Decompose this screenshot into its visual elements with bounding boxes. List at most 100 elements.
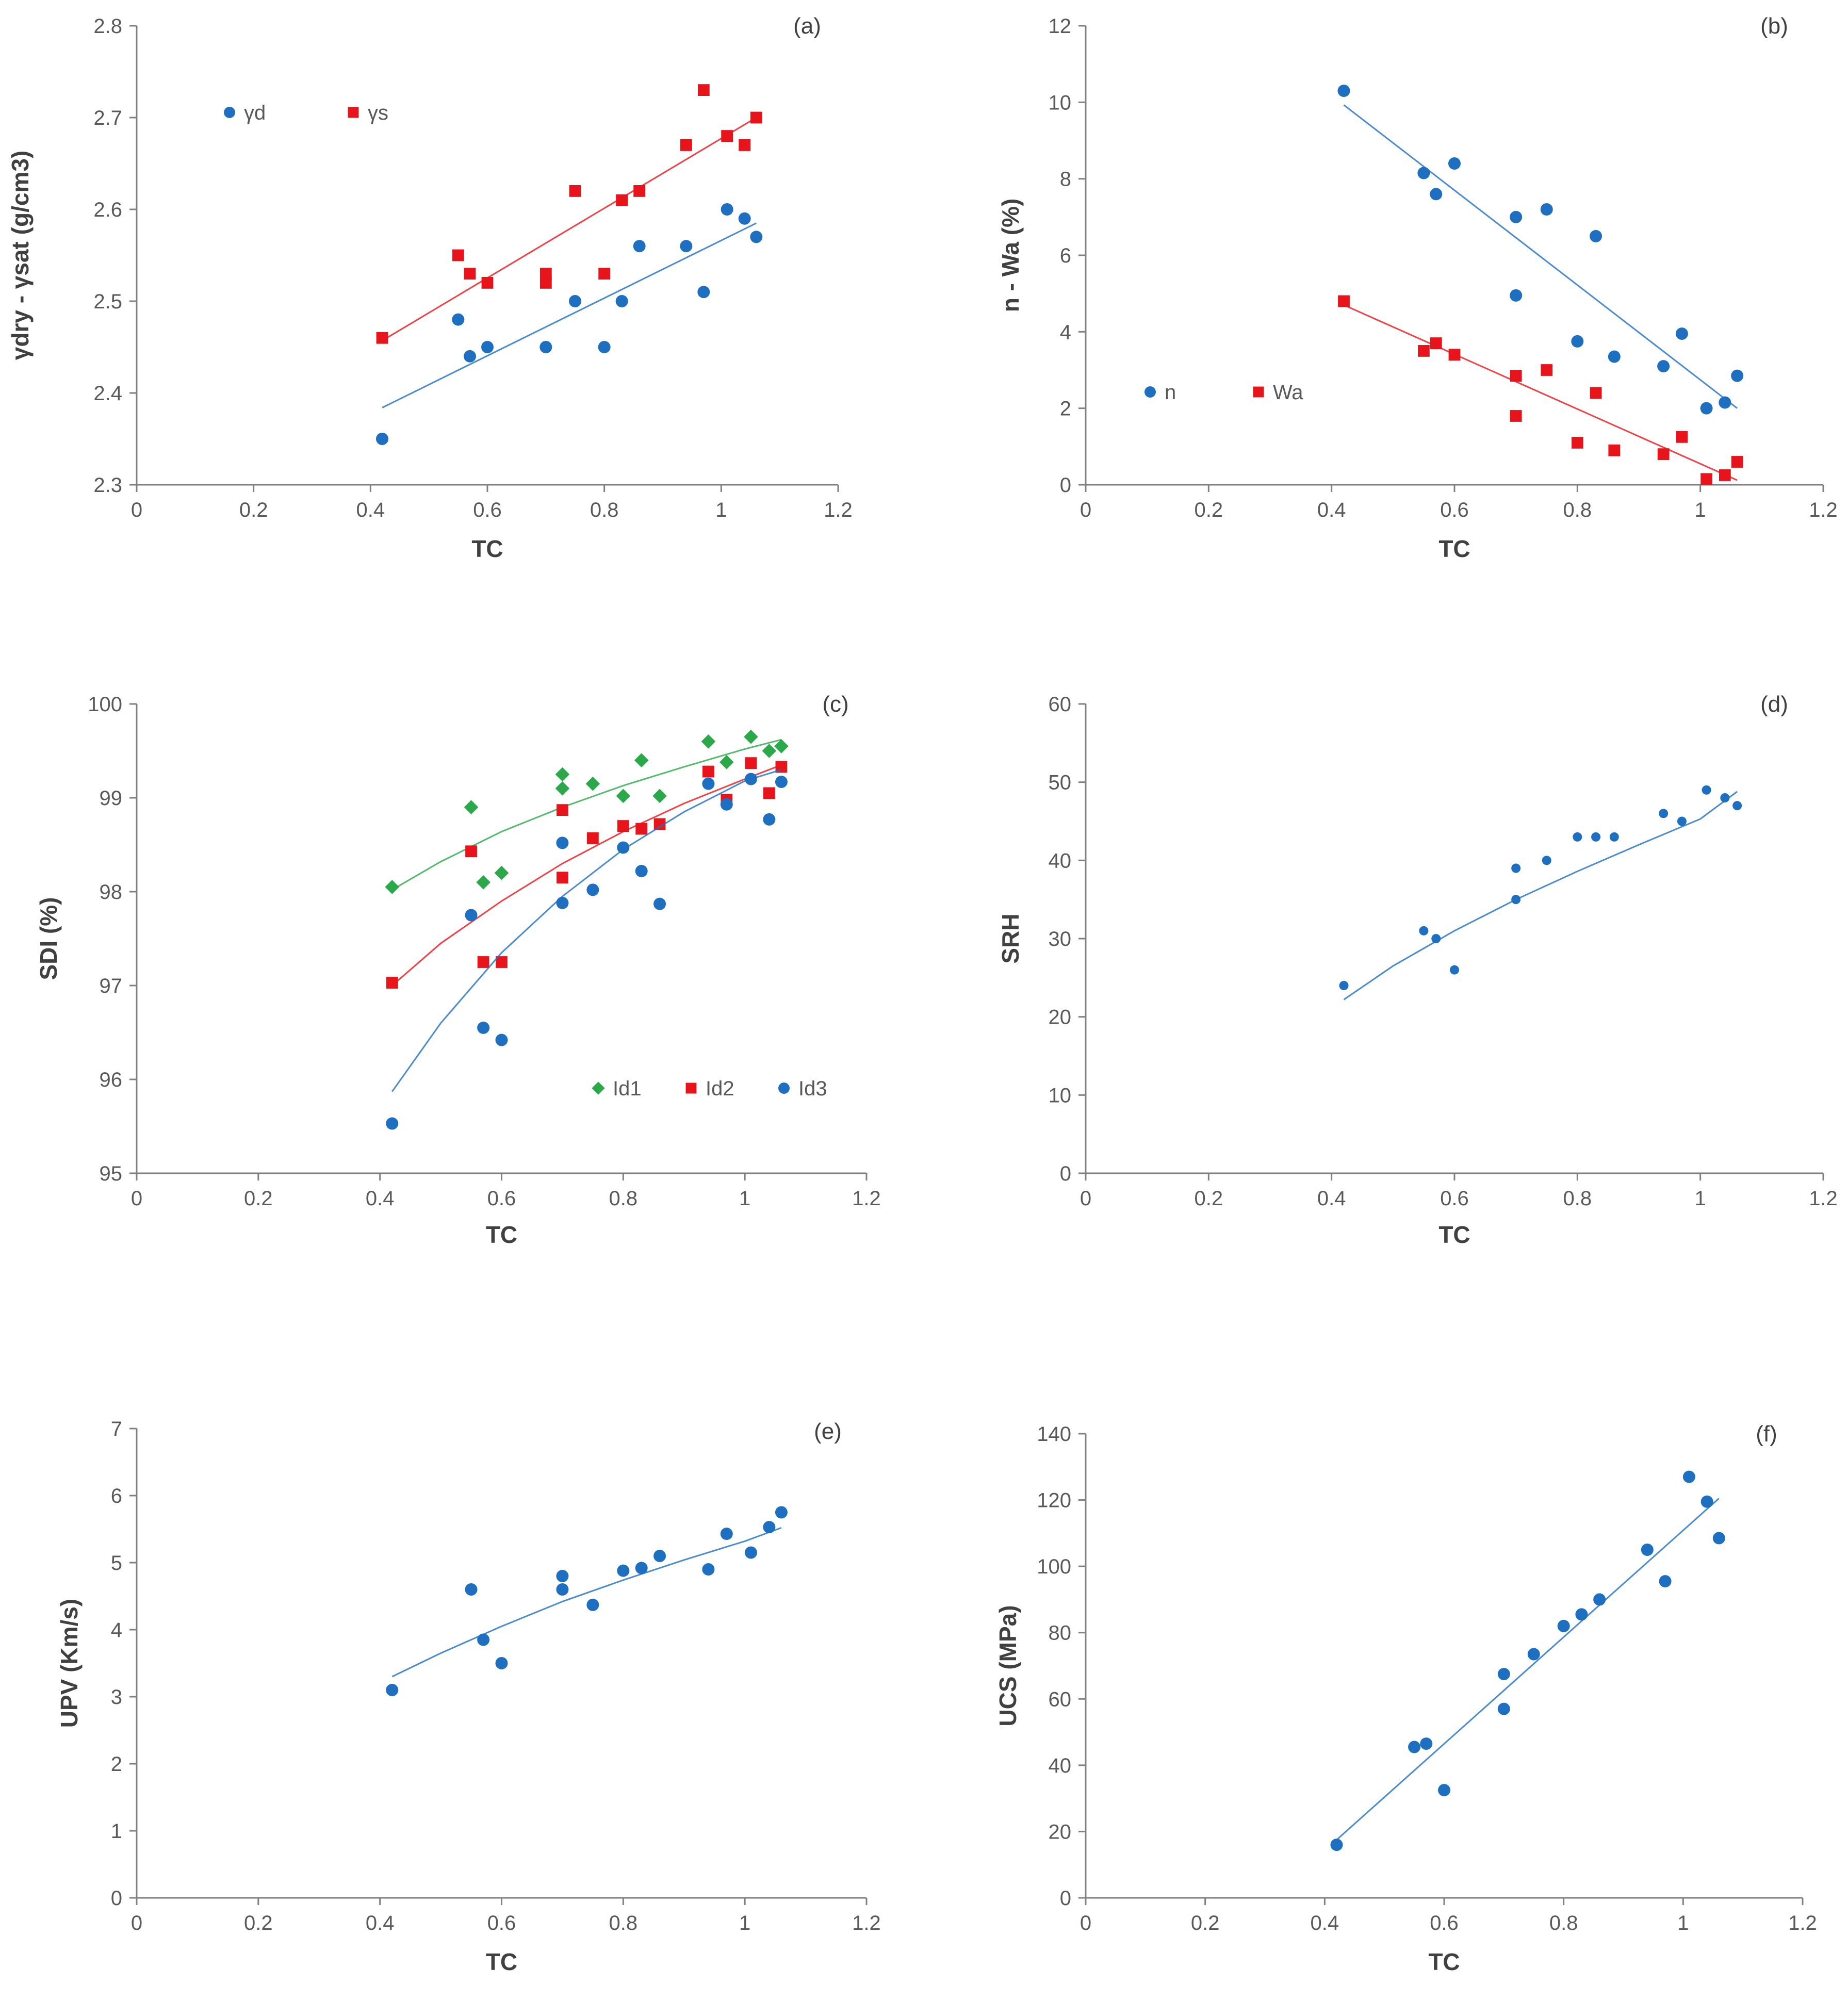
data-point (496, 956, 508, 968)
series-Wa (1338, 295, 1743, 485)
x-tick-label: 1.2 (1788, 1912, 1817, 1934)
panel-label: (f) (1756, 1421, 1777, 1447)
data-point (464, 268, 476, 280)
data-point (1700, 402, 1713, 415)
data-point (1720, 793, 1730, 802)
data-point (680, 240, 693, 253)
y-tick-label: 100 (1037, 1555, 1071, 1578)
series-SRH (1339, 785, 1742, 1001)
x-tick-label: 1.2 (824, 499, 853, 521)
data-point (556, 1570, 569, 1582)
data-point (464, 350, 476, 363)
y-tick-label: 2.3 (93, 474, 122, 497)
y-tick-label: 1 (111, 1820, 122, 1843)
x-tick-label: 0.4 (1311, 1912, 1339, 1934)
legend: Id1 Id2 Id3 (592, 1077, 827, 1100)
data-point (477, 956, 489, 968)
y-tick-label: 0 (1060, 1887, 1071, 1910)
legend-marker (1253, 386, 1264, 398)
data-point (1700, 1495, 1713, 1508)
x-tick-label: 0.2 (1195, 1187, 1223, 1210)
data-point (634, 753, 649, 767)
data-point (652, 789, 667, 803)
y-tick-label: 0 (111, 1887, 122, 1910)
data-point (775, 776, 788, 789)
trendline (391, 739, 782, 891)
y-axis-title: n - Wa (%) (997, 199, 1024, 313)
data-point (775, 1506, 788, 1519)
y-tick-label: 50 (1049, 772, 1072, 794)
data-point (1417, 167, 1430, 179)
data-point (721, 203, 733, 216)
data-point (1659, 1575, 1672, 1588)
y-tick-label: 140 (1037, 1423, 1071, 1446)
trendline (1343, 104, 1738, 409)
legend-label: Wa (1273, 381, 1303, 404)
x-tick-label: 0.4 (366, 1912, 395, 1934)
series-γd (376, 203, 763, 445)
data-point (617, 1564, 630, 1577)
data-point (569, 295, 581, 307)
data-point (720, 798, 733, 811)
x-tick-label: 0.2 (1195, 499, 1223, 521)
legend-label: Id2 (706, 1077, 734, 1100)
y-tick-label: 96 (100, 1069, 123, 1091)
data-point (539, 277, 552, 289)
data-point (1571, 437, 1583, 449)
data-point (495, 1034, 508, 1046)
panel-label: (e) (814, 1419, 842, 1444)
data-point (763, 813, 776, 826)
data-point (653, 818, 666, 830)
data-point (633, 240, 646, 253)
data-point (539, 268, 552, 280)
y-tick-label: 99 (100, 787, 123, 810)
data-point (615, 295, 628, 307)
data-point (1540, 203, 1553, 216)
data-point (635, 1562, 648, 1574)
data-point (1541, 364, 1553, 376)
y-tick-label: 2.8 (93, 15, 122, 38)
legend-label: γd (244, 102, 266, 124)
data-point (1330, 1839, 1343, 1851)
series-γs (376, 84, 762, 344)
data-point (1438, 1784, 1450, 1797)
y-tick-label: 8 (1060, 168, 1071, 191)
data-point (1590, 229, 1602, 242)
data-point (569, 185, 581, 197)
data-point (586, 883, 599, 896)
data-point (1448, 157, 1461, 170)
legend: n Wa (1144, 381, 1303, 404)
data-point (1510, 210, 1523, 223)
trendline (382, 222, 757, 408)
y-tick-label: 12 (1049, 15, 1072, 38)
legend-label: γs (368, 102, 388, 124)
data-point (1591, 832, 1601, 842)
trendline (1343, 791, 1738, 1001)
x-axis-title: TC (486, 1948, 517, 1975)
panel-a: 0 0.2 0.4 0.6 0.8 1 1.2 2.3 2.4 2.5 2.6 2.7 2.8 TC γdr… (7, 13, 853, 562)
x-tick-label: 0.8 (1563, 499, 1592, 521)
x-tick-label: 1 (739, 1187, 750, 1210)
x-tick-label: 1 (1677, 1912, 1689, 1934)
x-tick-label: 1.2 (1809, 1187, 1838, 1210)
series-UPV (386, 1506, 788, 1696)
data-point (495, 1657, 508, 1669)
data-point (763, 787, 775, 799)
data-point (376, 332, 388, 344)
data-point (386, 1684, 399, 1696)
data-point (750, 231, 763, 243)
data-point (1659, 809, 1669, 818)
data-point (633, 185, 646, 197)
legend-label: Id1 (613, 1077, 642, 1100)
data-point (1419, 926, 1429, 936)
y-tick-label: 40 (1049, 1754, 1072, 1777)
data-point (1338, 295, 1350, 307)
panel-b: 0 0.2 0.4 0.6 0.8 1 1.2 0 2 4 6 8 10 12 TC n - Wa (%) (b… (997, 13, 1838, 562)
data-point (744, 1546, 757, 1559)
data-point (1510, 410, 1522, 422)
panel-d: 0 0.2 0.4 0.6 0.8 1 1.2 0 10 20 30 40 50 60 TC SRH (d) (997, 692, 1838, 1248)
x-tick-label: 0.8 (609, 1912, 638, 1934)
y-tick-label: 0 (1060, 474, 1071, 497)
x-tick-label: 1 (715, 499, 727, 521)
